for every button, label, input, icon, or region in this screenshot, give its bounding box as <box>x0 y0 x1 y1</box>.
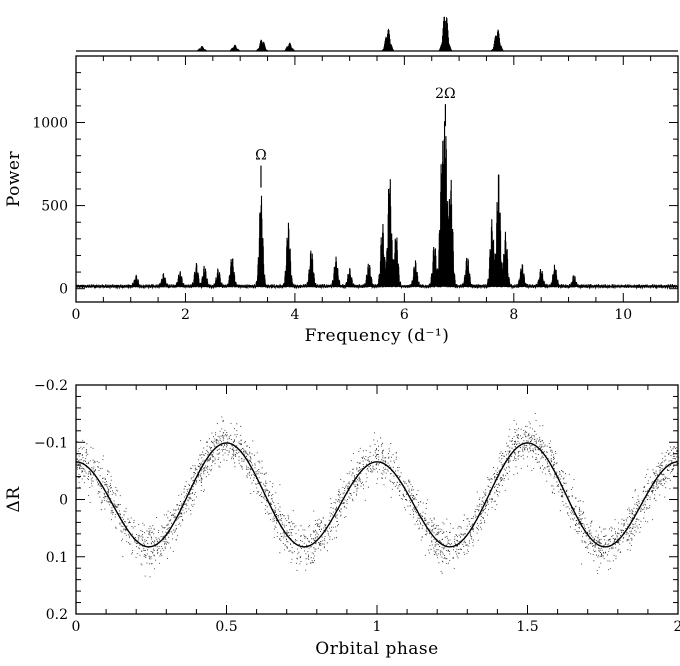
x-axis-label: Frequency (d⁻¹) <box>305 326 450 346</box>
y-tick-label: −0.2 <box>34 378 68 394</box>
y-tick-label: 0 <box>59 493 68 509</box>
x-tick-label: 2 <box>674 619 680 635</box>
observation-points <box>76 413 679 578</box>
x-tick-label: 8 <box>509 307 518 323</box>
x-tick-label: 0 <box>72 307 81 323</box>
y-axis-label: Power <box>4 151 24 208</box>
periodogram-series <box>75 121 679 290</box>
y-tick-label: 1000 <box>32 115 68 131</box>
x-axis-label: Orbital phase <box>315 639 438 659</box>
peak-label: Ω <box>255 148 267 164</box>
x-tick-label: 4 <box>290 307 299 323</box>
x-tick-label: 10 <box>614 307 632 323</box>
x-tick-label: 0 <box>72 619 81 635</box>
fit-curve <box>75 442 679 548</box>
y-axis-label: ΔR <box>4 486 24 513</box>
lightcurve-frame <box>75 384 679 615</box>
y-tick-label: 0.2 <box>46 607 68 623</box>
x-tick-label: 1.5 <box>516 619 538 635</box>
x-tick-label: 0.5 <box>215 619 237 635</box>
peak-label: 2Ω <box>435 86 456 102</box>
periodogram-frame <box>75 55 679 303</box>
x-tick-label: 6 <box>400 307 409 323</box>
y-tick-label: 0.1 <box>46 550 68 566</box>
y-tick-label: 0 <box>59 282 68 298</box>
window-function-spectrum <box>197 16 504 51</box>
y-tick-label: 500 <box>41 199 68 215</box>
x-tick-label: 2 <box>181 307 190 323</box>
y-tick-label: −0.1 <box>34 435 68 451</box>
x-tick-label: 1 <box>373 619 382 635</box>
